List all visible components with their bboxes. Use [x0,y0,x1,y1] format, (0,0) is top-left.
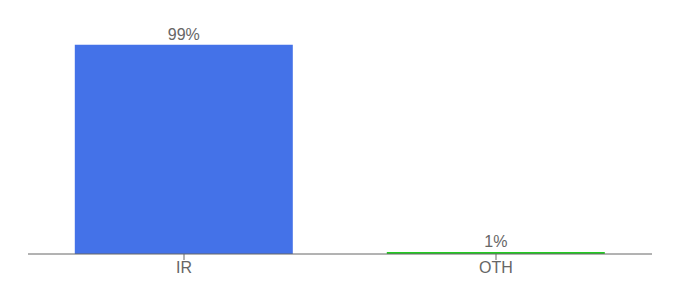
svg-text:OTH: OTH [479,259,513,276]
svg-text:IR: IR [176,259,192,276]
svg-text:1%: 1% [484,233,507,250]
svg-text:99%: 99% [168,26,200,43]
